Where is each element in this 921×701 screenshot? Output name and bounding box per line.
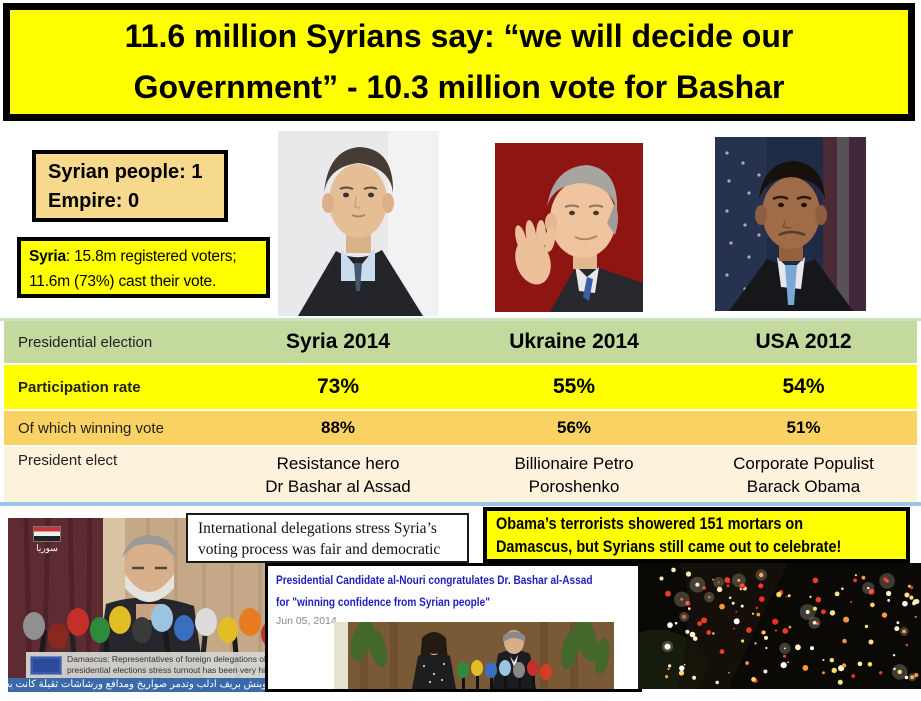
participation-ukraine: 55%: [552, 375, 596, 398]
column-header-ukraine: Ukraine 2014: [509, 330, 639, 353]
obama-mortars-box: Obama’s terrorists showered 151 mortars …: [483, 507, 910, 563]
newspaper-line1: International delegations stress Syria’s: [198, 520, 437, 537]
obama-box-line1: Obama’s terrorists showered 151 mortars …: [496, 514, 804, 533]
obama-box-line2: Damascus, but Syrians still came out to …: [496, 537, 842, 556]
participation-syria: 73%: [316, 375, 360, 398]
table-corner-label: Presidential election: [18, 333, 153, 351]
tv-caption-bar: Damascus: Representatives of foreign del…: [26, 652, 278, 678]
table-row-winning-vote: Of which winning vote 88% 56% 51%: [4, 411, 917, 445]
voters-bold: Syria: [29, 248, 66, 265]
voters-line1: Syria: 15.8m registered voters;: [29, 244, 258, 269]
newspaper-line2: voting process was fair and democratic: [198, 541, 441, 558]
row-label: President elect: [18, 452, 118, 469]
table-row-president-elect: President elect Resistance hero Dr Basha…: [4, 447, 917, 502]
eu-flag-icon: [30, 655, 62, 675]
alnouri-press-art: [334, 622, 614, 689]
obama-photo: [715, 137, 866, 311]
row-label: Participation rate: [18, 378, 141, 396]
score-box: Syrian people: 1 Empire: 0: [32, 150, 228, 222]
obama-portrait-art: [715, 137, 866, 311]
alnouri-article-box: Presidential Candidate al-Nouri congratu…: [265, 563, 642, 692]
alnouri-headline-line1: Presidential Candidate al-Nouri congratu…: [276, 573, 593, 587]
participation-usa: 54%: [782, 375, 825, 398]
score-line2: Empire: 0: [48, 190, 140, 212]
table-row-participation: Participation rate 73% 55% 54%: [4, 365, 917, 409]
alnouri-press-photo: [334, 622, 614, 689]
score-line1: Syrian people: 1: [48, 161, 203, 183]
winning-usa: 51%: [786, 418, 821, 437]
voters-box: Syria: 15.8m registered voters; 11.6m (7…: [17, 237, 270, 298]
syria-flag-icon: [33, 526, 61, 542]
winning-ukraine: 56%: [556, 418, 592, 437]
winning-syria: 88%: [320, 418, 356, 437]
row-label: Of which winning vote: [18, 419, 164, 437]
headline-line1: 11.6 million Syrians say: “we will decid…: [124, 18, 794, 54]
column-header-usa: USA 2012: [755, 330, 852, 353]
table-top-border: [0, 318, 921, 321]
press-conference-photo: سوريا Damascus: Representatives of forei…: [8, 518, 286, 692]
elect-syria: Resistance hero Dr Bashar al Assad: [265, 454, 411, 496]
caption-line1: Damascus: Representatives of foreign del…: [67, 654, 269, 664]
syria-logo-text: سوريا: [36, 543, 58, 553]
assad-photo: [278, 131, 439, 316]
column-header-syria: Syria 2014: [286, 330, 390, 353]
alnouri-headline-line2: for "winning confidence from Syrian peop…: [276, 595, 490, 609]
poroshenko-portrait-art: [495, 143, 643, 312]
caption-line2: presidential elections stress turnout ha…: [67, 665, 270, 675]
night-traffic-art: [638, 563, 921, 689]
headline-banner: 11.6 million Syrians say: “we will decid…: [3, 3, 915, 121]
newspaper-headline-box: International delegations stress Syria’s…: [186, 513, 469, 563]
voters-line2: 11.6m (73%) cast their vote.: [29, 273, 217, 290]
arabic-news-ticker: ون وبنش بريف ادلب وتدمر صواريخ ومدافع ور…: [8, 678, 286, 692]
table-header-row: Presidential election Syria 2014 Ukraine…: [4, 321, 917, 363]
alnouri-date: Jun 05, 2014: [276, 615, 337, 627]
elect-usa: Corporate Populist Barack Obama: [733, 454, 874, 496]
poroshenko-photo: [495, 143, 643, 312]
voters-rest: : 15.8m registered voters;: [65, 248, 237, 265]
table-bottom-border: [0, 502, 921, 506]
assad-portrait-art: [278, 131, 439, 316]
elect-ukraine: Billionaire Petro Poroshenko: [514, 454, 634, 496]
headline-line2: Government” - 10.3 million vote for Bash…: [133, 69, 785, 105]
night-traffic-photo: [638, 563, 921, 689]
syria-tv-logo: سوريا: [30, 526, 64, 556]
